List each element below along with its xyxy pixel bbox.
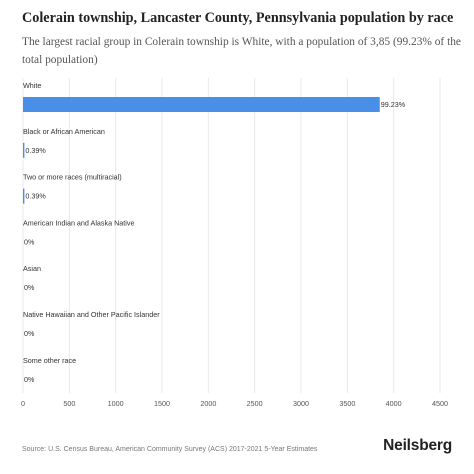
data-label: 0.39%	[25, 146, 46, 155]
source-note: Source: U.S. Census Bureau, American Com…	[22, 446, 318, 453]
category-label: Two or more races (multiracial)	[23, 173, 122, 182]
x-tick-label: 2000	[200, 399, 216, 408]
category-label: White	[23, 81, 41, 90]
x-tick-label: 2500	[247, 399, 263, 408]
x-tick-label: 500	[63, 399, 75, 408]
x-tick-label: 4000	[386, 399, 402, 408]
x-tick-label: 1500	[154, 399, 170, 408]
bar	[23, 97, 380, 112]
x-tick-label: 3500	[339, 399, 355, 408]
data-label: 0%	[24, 329, 35, 338]
x-tick-label: 3000	[293, 399, 309, 408]
chart-title: Colerain township, Lancaster County, Pen…	[22, 10, 454, 26]
x-tick-label: 4500	[432, 399, 448, 408]
data-label: 0%	[24, 283, 35, 292]
chart-subtitle: The largest racial group in Colerain tow…	[22, 36, 461, 66]
x-tick-label: 0	[21, 399, 25, 408]
bar	[23, 188, 25, 204]
data-label: 0.39%	[25, 192, 46, 201]
category-label: American Indian and Alaska Native	[23, 218, 134, 227]
x-tick-label: 1000	[108, 399, 124, 408]
data-label: 0%	[24, 375, 35, 384]
brand-logo: Neilsberg	[383, 437, 452, 454]
category-label: Asian	[23, 264, 41, 273]
category-label: Black or African American	[23, 127, 105, 136]
data-label: 0%	[24, 237, 35, 246]
data-label: 99.23%	[381, 100, 406, 109]
category-label: Native Hawaiian and Other Pacific Island…	[23, 310, 160, 319]
bar	[23, 142, 25, 158]
category-label: Some other race	[23, 356, 76, 365]
